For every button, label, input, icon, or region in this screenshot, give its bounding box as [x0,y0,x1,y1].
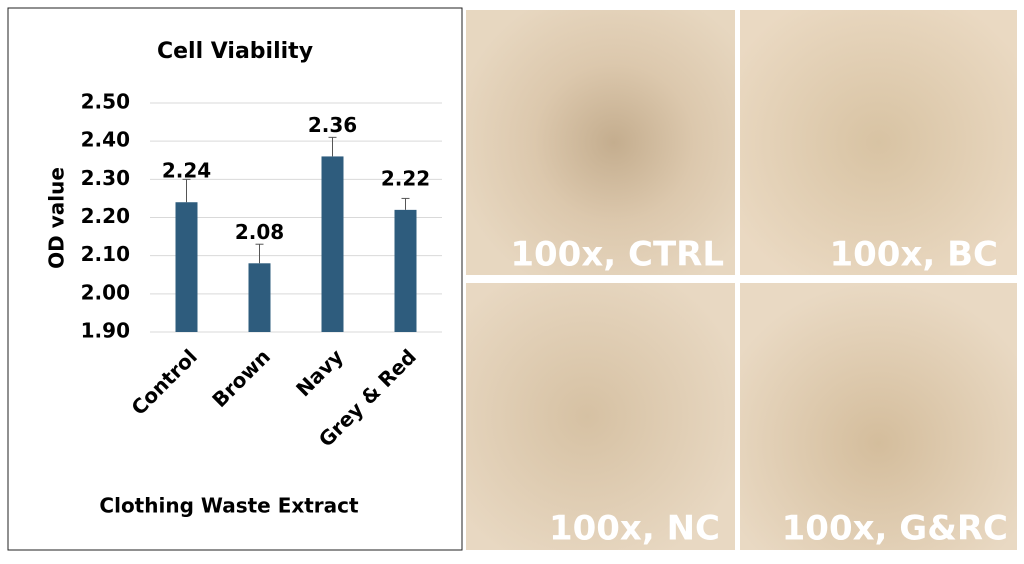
chart-frame [7,7,463,551]
micrograph [466,283,735,550]
bar [321,156,344,332]
x-axis-title: Clothing Waste Extract [99,494,359,518]
y-tick-label: 2.20 [81,204,130,228]
micrograph [740,10,1017,275]
micrograph-label: 100x, NC [549,509,720,549]
bar [248,263,271,332]
y-tick-label: 2.50 [81,90,130,114]
y-tick-label: 1.90 [81,319,130,343]
chart-title: Cell Viability [157,39,313,64]
data-label: 2.24 [162,159,211,183]
micrograph-label: 100x, CTRL [510,235,724,275]
data-label: 2.36 [308,113,357,137]
micrograph [740,283,1017,550]
data-label: 2.08 [235,220,284,244]
bar [394,209,417,332]
bar [175,202,198,332]
data-label: 2.22 [381,166,430,190]
y-tick-label: 2.10 [81,242,130,266]
y-tick-label: 2.00 [81,280,130,304]
micrograph-label: 100x, BC [829,235,998,275]
y-axis-title: OD value [45,167,69,269]
y-tick-label: 2.30 [81,166,130,190]
micrograph [466,10,735,275]
y-tick-label: 2.40 [81,128,130,152]
micrograph-label: 100x, G&RC [782,509,1008,549]
